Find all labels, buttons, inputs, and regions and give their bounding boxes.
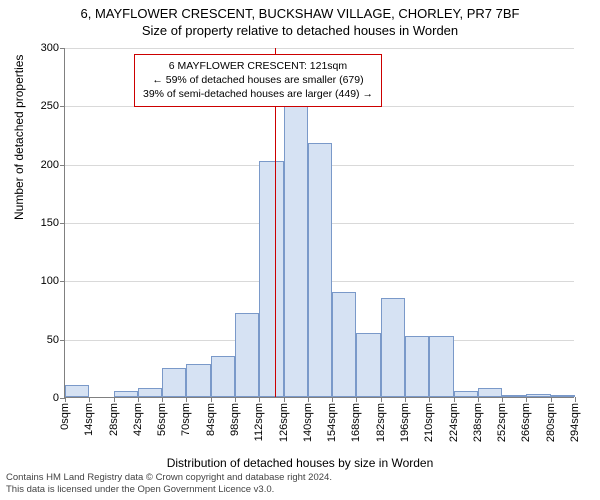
ytick-label: 150 [41,217,59,229]
annotation-line-2: ← 59% of detached houses are smaller (67… [143,73,373,87]
histogram-bar [356,333,380,397]
annotation-line-1: 6 MAYFLOWER CRESCENT: 121sqm [143,59,373,73]
ytick-mark [60,165,65,166]
xtick-label: 42sqm [132,403,144,436]
xtick-label: 140sqm [302,403,314,442]
footer: Contains HM Land Registry data © Crown c… [6,472,332,496]
chart-area: 0501001502002503000sqm14sqm28sqm42sqm56s… [64,48,574,398]
xtick-mark [551,397,552,402]
xtick-mark [138,397,139,402]
xtick-label: 0sqm [59,403,71,430]
histogram-bar [526,394,550,398]
xtick-mark [186,397,187,402]
ytick-mark [60,340,65,341]
ytick-label: 250 [41,100,59,112]
histogram-bar [114,391,138,397]
xtick-label: 168sqm [350,403,362,442]
xtick-label: 182sqm [375,403,387,442]
xtick-label: 238sqm [472,403,484,442]
ytick-mark [60,48,65,49]
histogram-bar [502,395,526,397]
xtick-mark [89,397,90,402]
xtick-mark [259,397,260,402]
xtick-label: 196sqm [399,403,411,442]
xtick-label: 56sqm [156,403,168,436]
ytick-label: 50 [47,334,59,346]
xtick-mark [332,397,333,402]
histogram-bar [259,161,283,397]
xtick-label: 252sqm [496,403,508,442]
ytick-mark [60,106,65,107]
histogram-bar [284,105,308,397]
xtick-mark [575,397,576,402]
x-axis-label: Distribution of detached houses by size … [0,456,600,470]
annotation-box: 6 MAYFLOWER CRESCENT: 121sqm ← 59% of de… [134,54,382,107]
xtick-mark [478,397,479,402]
xtick-mark [235,397,236,402]
histogram-bar [551,395,575,397]
xtick-label: 154sqm [326,403,338,442]
histogram-bar [381,298,405,397]
ytick-label: 200 [41,159,59,171]
histogram-bar [308,143,332,397]
footer-line-1: Contains HM Land Registry data © Crown c… [6,472,332,484]
annotation-line-3: 39% of semi-detached houses are larger (… [143,87,373,101]
histogram-bar [235,313,259,397]
xtick-mark [381,397,382,402]
xtick-mark [356,397,357,402]
xtick-label: 14sqm [83,403,95,436]
histogram-bar [162,368,186,397]
xtick-label: 28sqm [108,403,120,436]
xtick-label: 294sqm [569,403,581,442]
xtick-mark [526,397,527,402]
title-main: 6, MAYFLOWER CRESCENT, BUCKSHAW VILLAGE,… [0,0,600,21]
histogram-bar [211,356,235,397]
ytick-mark [60,281,65,282]
histogram-bar [138,388,162,397]
xtick-label: 84sqm [205,403,217,436]
xtick-label: 210sqm [423,403,435,442]
xtick-label: 70sqm [180,403,192,436]
footer-line-2: This data is licensed under the Open Gov… [6,484,332,496]
title-sub: Size of property relative to detached ho… [0,21,600,38]
ytick-label: 300 [41,42,59,54]
histogram-bar [186,364,210,397]
xtick-mark [211,397,212,402]
xtick-label: 98sqm [229,403,241,436]
histogram-bar [429,336,453,397]
xtick-mark [502,397,503,402]
xtick-label: 112sqm [253,403,265,441]
histogram-bar [405,336,429,397]
xtick-label: 224sqm [448,403,460,442]
histogram-bar [478,388,502,397]
xtick-mark [114,397,115,402]
ytick-mark [60,223,65,224]
histogram-bar [332,292,356,397]
xtick-label: 280sqm [545,403,557,442]
xtick-label: 266sqm [520,403,532,442]
xtick-mark [405,397,406,402]
xtick-mark [454,397,455,402]
histogram-bar [454,391,478,397]
xtick-mark [65,397,66,402]
xtick-mark [308,397,309,402]
y-axis-label: Number of detached properties [12,55,26,220]
xtick-label: 126sqm [278,403,290,442]
xtick-mark [162,397,163,402]
xtick-mark [429,397,430,402]
ytick-label: 100 [41,275,59,287]
histogram-bar [65,385,89,397]
gridline [65,48,574,49]
xtick-mark [284,397,285,402]
